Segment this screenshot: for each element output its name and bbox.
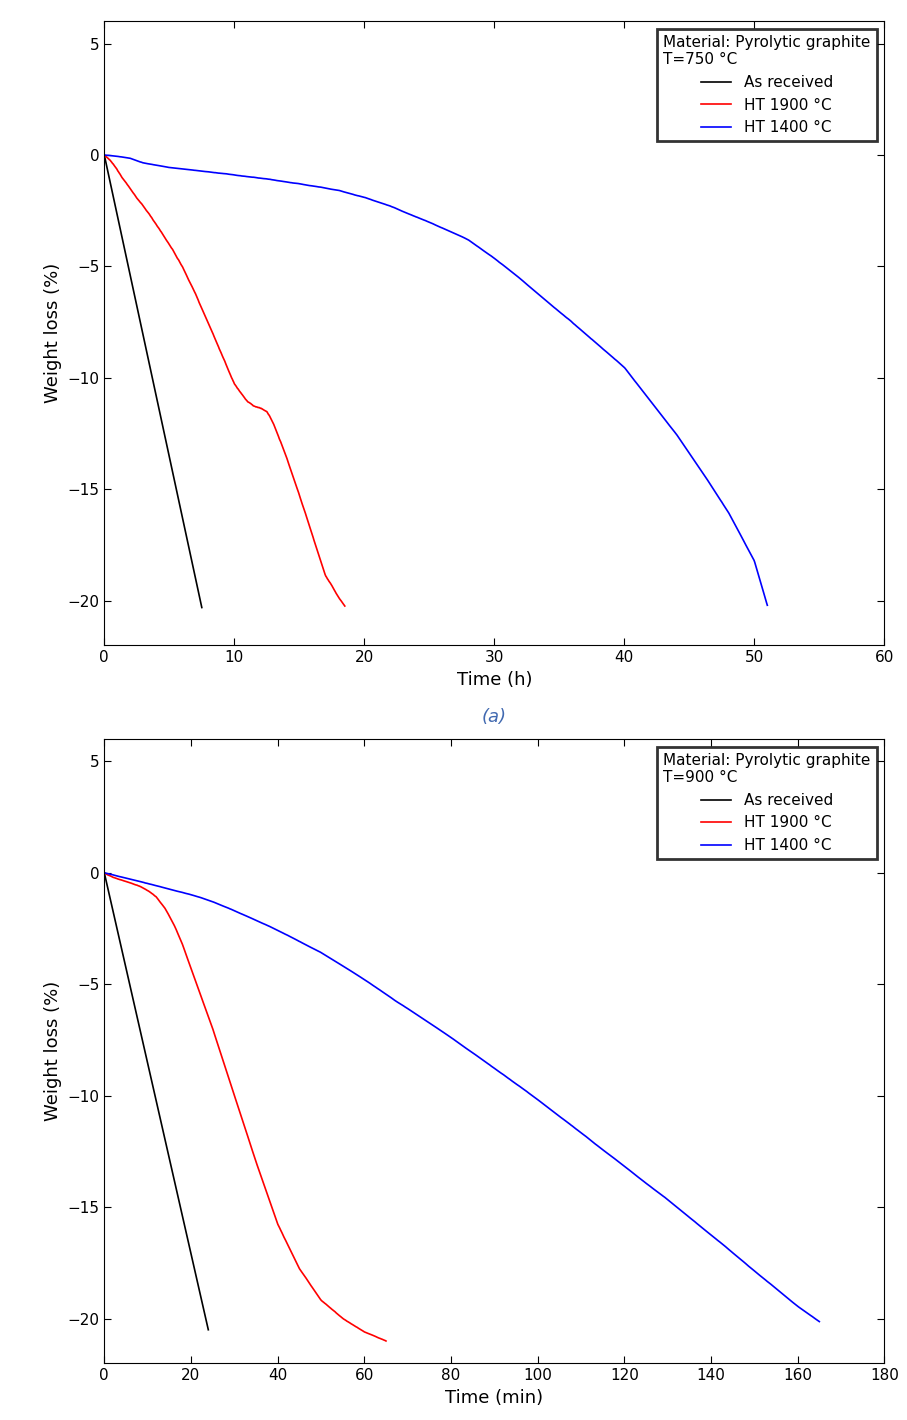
- As received: [189, 562, 200, 579]
- HT 1900 °C: [227, 1079, 238, 1096]
- HT 1900 $\degree$C: [339, 598, 350, 615]
- HT 1400 °C: [669, 1197, 680, 1214]
- As received: [119, 951, 130, 968]
- As received: [203, 1321, 214, 1338]
- HT 1400 $\degree$C: [99, 146, 110, 163]
- As received: [152, 1099, 163, 1116]
- As received: [123, 970, 134, 987]
- HT 1400 $\degree$C: [391, 200, 402, 217]
- As received: [157, 416, 168, 433]
- Line: HT 1900 °C: HT 1900 °C: [104, 873, 386, 1340]
- Line: As received: As received: [104, 873, 209, 1329]
- HT 1400 °C: [814, 1314, 824, 1331]
- As received: [196, 599, 207, 616]
- As received: [99, 865, 110, 882]
- Legend: As received, HT 1900 °C, HT 1400 °C: As received, HT 1900 °C, HT 1400 °C: [657, 747, 877, 859]
- HT 1900 °C: [287, 1245, 297, 1262]
- HT 1400 °C: [388, 991, 399, 1008]
- HT 1900 $\degree$C: [280, 446, 291, 463]
- As received: [118, 233, 129, 250]
- HT 1900 $\degree$C: [259, 402, 270, 419]
- Legend: As received, HT 1900 °C, HT 1400 °C: As received, HT 1900 °C, HT 1400 °C: [657, 28, 877, 142]
- X-axis label: Time (min): Time (min): [445, 1389, 543, 1407]
- HT 1900 °C: [99, 865, 110, 882]
- HT 1900 $\degree$C: [99, 146, 110, 163]
- As received: [99, 146, 110, 163]
- Line: HT 1400 $\degree$C: HT 1400 $\degree$C: [104, 155, 767, 605]
- HT 1900 $\degree$C: [141, 203, 152, 220]
- As received: [198, 1298, 209, 1315]
- HT 1900 °C: [171, 923, 182, 940]
- As received: [161, 1136, 171, 1153]
- HT 1900 °C: [265, 1194, 276, 1211]
- Y-axis label: Weight loss (%): Weight loss (%): [44, 981, 62, 1122]
- As received: [194, 1284, 205, 1301]
- HT 1900 °C: [311, 1285, 322, 1302]
- HT 1400 $\degree$C: [762, 596, 773, 613]
- HT 1900 °C: [381, 1332, 392, 1349]
- X-axis label: Time (h): Time (h): [456, 670, 532, 689]
- As received: [122, 251, 132, 268]
- Line: As received: As received: [104, 155, 201, 608]
- HT 1400 $\degree$C: [554, 304, 565, 321]
- HT 1400 $\degree$C: [167, 159, 178, 176]
- HT 1400 °C: [590, 1136, 600, 1153]
- As received: [149, 379, 160, 396]
- HT 1400 $\degree$C: [616, 356, 627, 373]
- As received: [191, 577, 202, 594]
- HT 1400 °C: [414, 1008, 424, 1025]
- HT 1900 $\degree$C: [240, 392, 251, 409]
- Line: HT 1400 °C: HT 1400 °C: [104, 873, 819, 1322]
- HT 1400 $\degree$C: [628, 371, 639, 388]
- HT 1900 $\degree$C: [161, 231, 171, 248]
- Line: HT 1900 $\degree$C: HT 1900 $\degree$C: [104, 155, 345, 606]
- Y-axis label: Weight loss (%): Weight loss (%): [44, 263, 62, 403]
- Text: (a): (a): [482, 707, 507, 726]
- HT 1400 °C: [657, 1187, 668, 1204]
- HT 1400 °C: [99, 865, 110, 882]
- HT 1900 $\degree$C: [208, 325, 219, 342]
- HT 1400 °C: [171, 883, 182, 900]
- HT 1900 °C: [149, 886, 160, 903]
- HT 1400 $\degree$C: [367, 192, 378, 209]
